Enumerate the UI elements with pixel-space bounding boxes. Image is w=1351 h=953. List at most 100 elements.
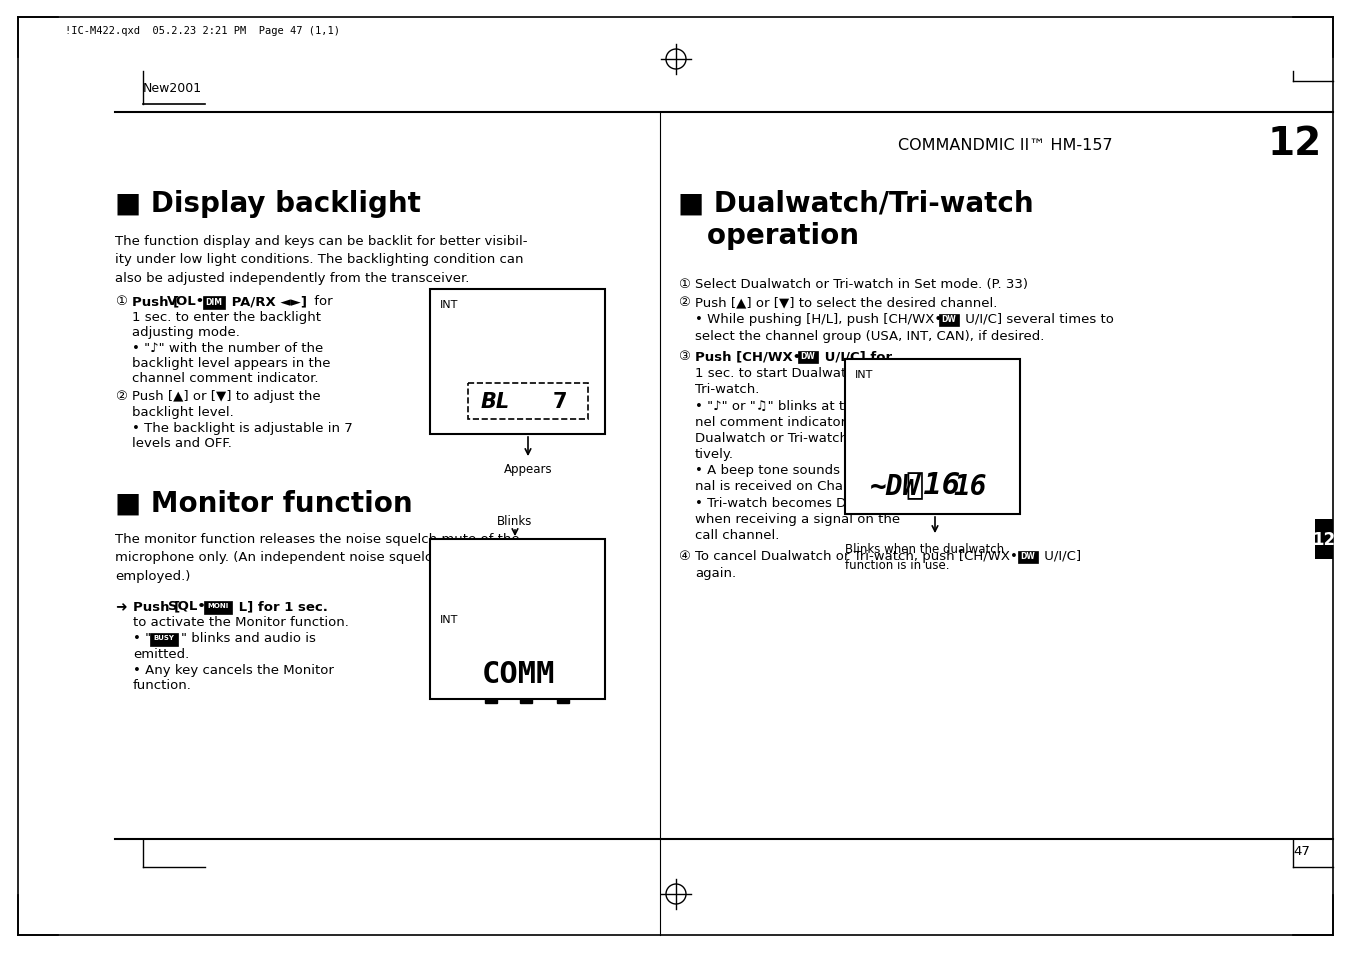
Bar [517, 348, 526, 375]
Bar [203, 296, 226, 310]
Text: tively.: tively. [694, 448, 734, 460]
Text: operation: operation [678, 222, 859, 250]
Text: DW: DW [942, 314, 957, 324]
Bar [485, 698, 497, 703]
Text: Tri-watch.: Tri-watch. [694, 382, 759, 395]
Bar [535, 348, 542, 375]
Text: function.: function. [132, 679, 192, 691]
Text: • "♪" with the number of the: • "♪" with the number of the [132, 341, 323, 355]
Text: ■ Dualwatch/Tri-watch: ■ Dualwatch/Tri-watch [678, 190, 1034, 218]
Text: for: for [309, 294, 332, 308]
Bar [911, 417, 917, 444]
Text: 12: 12 [1267, 125, 1323, 163]
Bar [517, 649, 524, 669]
Text: BL: BL [481, 392, 509, 412]
Bar [1315, 519, 1333, 559]
Bar [517, 311, 526, 337]
Bar [467, 384, 588, 419]
Bar [557, 698, 569, 703]
Text: Appears: Appears [504, 462, 553, 476]
Text: DW: DW [801, 352, 816, 360]
Text: select the channel group (USA, INT, CAN), if desired.: select the channel group (USA, INT, CAN)… [694, 330, 1044, 343]
Bar [485, 647, 497, 654]
Text: DIM: DIM [205, 297, 223, 307]
Bar [569, 678, 576, 698]
Text: ~DW: ~DW [870, 473, 920, 500]
Text: U/I/C] for: U/I/C] for [820, 350, 892, 363]
Text: • ": • " [132, 631, 151, 644]
Text: 16: 16 [952, 473, 986, 500]
Text: Blinks when the dualwatch: Blinks when the dualwatch [844, 542, 1004, 556]
Bar [555, 649, 561, 669]
Text: • A beep tone sounds when a sig-: • A beep tone sounds when a sig- [694, 463, 921, 476]
Bar [517, 678, 524, 698]
Bar [430, 539, 605, 700]
Bar [535, 311, 542, 337]
Text: BUSY: BUSY [503, 548, 532, 558]
Bar [521, 637, 535, 643]
Text: adjusting mode.: adjusting mode. [132, 326, 240, 338]
Text: backlight level appears in the: backlight level appears in the [132, 356, 331, 370]
Text: Push [CH/WX•: Push [CH/WX• [694, 350, 801, 363]
Bar [204, 601, 232, 615]
Bar [1019, 552, 1038, 563]
Bar [150, 634, 178, 646]
Text: to activate the Monitor function.: to activate the Monitor function. [132, 616, 349, 628]
Bar [557, 647, 569, 654]
Bar [492, 348, 499, 375]
Bar [555, 678, 561, 698]
Bar [517, 609, 526, 637]
Text: U/I/C]: U/I/C] [1040, 550, 1081, 562]
Bar [517, 573, 526, 599]
Text: 7: 7 [553, 392, 567, 412]
Bar [532, 678, 538, 698]
Text: • Tri-watch becomes Dualwatch: • Tri-watch becomes Dualwatch [694, 497, 907, 510]
Text: ■ Monitor function: ■ Monitor function [115, 490, 412, 517]
Text: Push [: Push [ [132, 294, 180, 308]
Bar [844, 359, 1020, 515]
Text: nel comment indicator during: nel comment indicator during [694, 416, 893, 429]
Text: 47: 47 [1293, 844, 1310, 857]
Bar [484, 649, 489, 669]
Bar [952, 380, 959, 408]
Text: INT: INT [440, 299, 458, 310]
Text: ②: ② [115, 390, 127, 402]
Bar [492, 609, 499, 637]
Bar [521, 308, 535, 314]
Text: nal is received on Channel 16.: nal is received on Channel 16. [694, 479, 897, 493]
Text: • "♪" or "♫" blinks at the chan-: • "♪" or "♫" blinks at the chan- [694, 399, 902, 413]
Bar [535, 573, 542, 599]
Bar [935, 380, 942, 408]
Text: Push [▲] or [▼] to adjust the: Push [▲] or [▼] to adjust the [132, 390, 320, 402]
Bar [798, 352, 817, 364]
Text: PA/RX ◄►]: PA/RX ◄►] [227, 294, 307, 308]
Text: SQL•: SQL• [168, 599, 205, 613]
Bar [520, 647, 532, 654]
Bar [492, 311, 499, 337]
Text: MONI: MONI [207, 602, 228, 608]
Bar [939, 314, 959, 327]
Text: ③: ③ [678, 350, 690, 363]
Text: BUSY: BUSY [154, 635, 174, 640]
Bar [484, 678, 489, 698]
Bar [430, 290, 605, 435]
Text: The monitor function releases the noise squelch mute of the
microphone only. (An: The monitor function releases the noise … [115, 533, 520, 582]
Text: New2001: New2001 [143, 82, 203, 95]
Text: • Any key cancels the Monitor: • Any key cancels the Monitor [132, 663, 334, 677]
Bar [938, 444, 952, 452]
Text: DW: DW [1020, 552, 1035, 560]
Text: ➜: ➜ [115, 599, 127, 614]
Text: Push [▲] or [▼] to select the desired channel.: Push [▲] or [▼] to select the desired ch… [694, 295, 997, 309]
Text: when receiving a signal on the: when receiving a signal on the [694, 513, 900, 525]
Text: ②: ② [678, 295, 690, 309]
Bar [521, 569, 535, 577]
Text: COMM: COMM [481, 659, 555, 689]
Bar [497, 649, 503, 669]
Text: The function display and keys can be backlit for better visibil-
ity under low l: The function display and keys can be bac… [115, 234, 527, 285]
Bar [911, 380, 917, 408]
Text: function is in use.: function is in use. [844, 558, 950, 572]
Bar [569, 649, 576, 669]
Text: • While pushing [H/L], push [CH/WX•: • While pushing [H/L], push [CH/WX• [694, 313, 942, 326]
Text: ①: ① [678, 277, 690, 291]
Text: emitted.: emitted. [132, 647, 189, 660]
